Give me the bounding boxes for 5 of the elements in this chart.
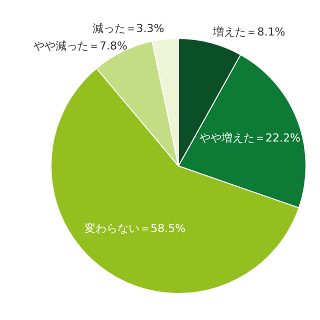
slice-label: やや増えた＝22.2% bbox=[200, 132, 300, 145]
slice-label: やや減った＝7.8% bbox=[33, 40, 128, 53]
slice-label: 増えた＝8.1% bbox=[212, 26, 286, 39]
slice-label: 減った＝3.3% bbox=[92, 22, 164, 35]
slice-label: 変わらない＝58.5% bbox=[84, 222, 186, 235]
